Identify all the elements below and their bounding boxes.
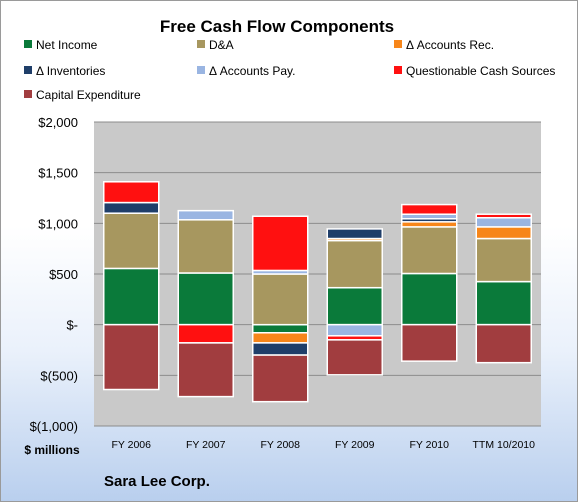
bar-segment-capital-expenditure-fy-2007: [177, 342, 234, 398]
bar-segment-net-income-fy-2010: [401, 272, 458, 326]
bar-segment-questionable-cash-sources-fy-2008: [252, 215, 309, 272]
bar-segment-capital-expenditure-fy-2010: [401, 323, 458, 362]
bars: [103, 181, 532, 403]
bar-segment-delta-accounts-rec-ttm-10-2010: [475, 226, 532, 240]
y-tick-label: $-: [66, 318, 78, 333]
legend-label: Capital Expenditure: [36, 88, 141, 102]
bar-segment-delta-accounts-pay-fy-2007: [177, 209, 234, 221]
legend-swatch: [197, 66, 205, 74]
y-tick-label: $1,000: [38, 216, 78, 231]
legend-label: Net Income: [36, 38, 98, 52]
bar-segment-capital-expenditure-fy-2008: [252, 354, 309, 403]
y-axis: $(1,000) $(500) $- $500 $1,000 $1,500 $2,000: [30, 115, 78, 434]
bar-segment-delta-inventories-fy-2008: [252, 342, 309, 356]
bar-segment-capital-expenditure-fy-2006: [103, 323, 160, 391]
y-tick-label: $1,500: [38, 166, 78, 181]
chart-title: Free Cash Flow Components: [160, 17, 394, 36]
bar-segment-delta-accounts-pay-fy-2009: [326, 323, 383, 337]
legend-label: Questionable Cash Sources: [406, 64, 555, 78]
y-tick-label: $2,000: [38, 115, 78, 130]
legend-item-questionable-cash-sources: Questionable Cash Sources: [394, 64, 555, 78]
bar-segment-d-a-fy-2009: [326, 239, 383, 289]
company-name: Sara Lee Corp.: [104, 473, 210, 490]
x-axis: FY 2006 FY 2007 FY 2008 FY 2009 FY 2010 TTM 1…: [111, 439, 535, 451]
x-tick-label: FY 2010: [409, 439, 449, 451]
bar-segment-net-income-fy-2006: [103, 267, 160, 326]
y-tick-label: $500: [49, 267, 78, 282]
legend-item-net-income: Net Income: [24, 38, 98, 52]
x-tick-label: FY 2006: [111, 439, 151, 451]
bar-segment-delta-inventories-fy-2009: [326, 228, 383, 240]
legend-label: Δ Accounts Pay.: [209, 64, 296, 78]
legend-label: D&A: [209, 38, 234, 52]
bar-segment-capital-expenditure-ttm-10-2010: [475, 323, 532, 364]
bar-segment-d-a-ttm-10-2010: [475, 237, 532, 283]
bar-segment-delta-inventories-fy-2006: [103, 201, 160, 214]
legend-swatch: [394, 40, 402, 48]
legend-item-delta-inventories: Δ Inventories: [24, 64, 105, 78]
bar-segment-questionable-cash-sources-fy-2006: [103, 181, 160, 204]
bar-segment-capital-expenditure-fy-2009: [326, 339, 383, 376]
bar-segment-questionable-cash-sources-fy-2010: [401, 203, 458, 215]
legend-swatch: [24, 66, 32, 74]
legend-label: Δ Inventories: [36, 64, 105, 78]
bar-segment-net-income-fy-2008: [252, 323, 309, 334]
legend-swatch: [24, 90, 32, 98]
bar-segment-delta-accounts-pay-ttm-10-2010: [475, 217, 532, 228]
legend-swatch: [394, 66, 402, 74]
legend: Net Income D&A Δ Accounts Rec. Δ Inventorie…: [24, 38, 555, 102]
bar-segment-delta-accounts-rec-fy-2010: [401, 221, 458, 228]
gridlines: [94, 121, 541, 427]
legend-item-delta-accounts-pay: Δ Accounts Pay.: [197, 64, 296, 78]
bar-segment-questionable-cash-sources-fy-2007: [177, 323, 234, 344]
bar-segment-questionable-cash-sources-ttm-10-2010: [475, 213, 532, 219]
legend-label: Δ Accounts Rec.: [406, 38, 494, 52]
y-tick-label: $(500): [40, 368, 78, 383]
bar-segment-d-a-fy-2008: [252, 273, 309, 326]
bar-segment-d-a-fy-2007: [177, 219, 234, 274]
bar-segment-net-income-ttm-10-2010: [475, 280, 532, 326]
legend-item-d-a: D&A: [197, 38, 234, 52]
x-tick-label: TTM 10/2010: [473, 439, 536, 451]
legend-swatch: [24, 40, 32, 48]
x-tick-label: FY 2007: [186, 439, 226, 451]
bar-segment-d-a-fy-2010: [401, 226, 458, 275]
legend-item-capital-expenditure: Capital Expenditure: [24, 88, 141, 102]
y-tick-label: $(1,000): [30, 419, 78, 434]
units-label: $ millions: [24, 443, 80, 457]
bar-segment-net-income-fy-2009: [326, 286, 383, 326]
bar-segment-delta-accounts-rec-fy-2008: [252, 332, 309, 344]
x-tick-label: FY 2009: [335, 439, 375, 451]
bar-segment-net-income-fy-2007: [177, 272, 234, 326]
x-tick-label: FY 2008: [260, 439, 300, 451]
legend-swatch: [197, 40, 205, 48]
legend-item-delta-accounts-rec: Δ Accounts Rec.: [394, 38, 494, 52]
bar-segment-d-a-fy-2006: [103, 212, 160, 270]
